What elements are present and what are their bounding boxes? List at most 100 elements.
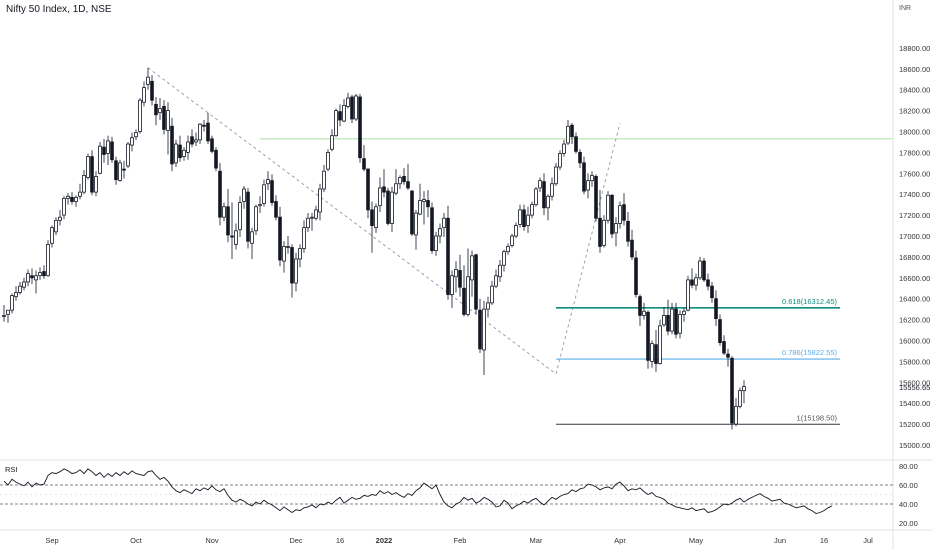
candle-body (646, 311, 650, 361)
candle-body (582, 162, 586, 192)
candle-body (654, 344, 658, 364)
candle-body (190, 136, 194, 145)
candle-body (306, 217, 310, 229)
candle-body (38, 272, 42, 277)
trend-line (147, 67, 557, 375)
candle-body (22, 281, 26, 288)
candle-body (554, 166, 558, 185)
candle-body (694, 277, 698, 286)
candle-body (2, 315, 6, 317)
price-tick-label: 18200.00 (899, 107, 930, 116)
candle-body (14, 292, 18, 298)
candle-body (578, 151, 582, 164)
candle-body (666, 315, 670, 332)
candle-body (182, 149, 186, 157)
candle-body (506, 246, 510, 253)
price-tick-label: 17600.00 (899, 169, 930, 178)
candle-body (606, 194, 610, 221)
candle-body (670, 308, 674, 332)
candle-body (106, 140, 110, 154)
price-tick-label: 17000.00 (899, 232, 930, 241)
candle-body (698, 260, 702, 279)
price-tick-label: 16400.00 (899, 295, 930, 304)
candle-body (378, 187, 382, 207)
candle-body (218, 170, 222, 218)
candle-body (62, 197, 66, 216)
fib-level-label: 0.786(15822.55) (782, 348, 838, 357)
candle-body (166, 110, 170, 131)
candle-body (150, 80, 154, 101)
candle-body (374, 206, 378, 229)
candle-body (142, 87, 146, 103)
time-tick-label: 16 (820, 536, 828, 545)
candle-body (258, 204, 262, 207)
candle-body (470, 255, 474, 281)
time-tick-label: Mar (530, 536, 543, 545)
price-tick-label: 15400.00 (899, 399, 930, 408)
candle-body (686, 279, 690, 311)
candle-body (298, 248, 302, 260)
candle-body (46, 243, 50, 277)
candle-body (426, 200, 430, 208)
candle-body (114, 160, 118, 180)
candle-body (282, 246, 286, 262)
candle-body (266, 179, 270, 185)
price-tick-label: 18400.00 (899, 86, 930, 95)
candle-body (254, 206, 258, 232)
candle-body (318, 188, 322, 213)
rsi-tick-label: 20.00 (899, 519, 918, 528)
candle-body (78, 191, 82, 197)
candle-body (202, 124, 206, 127)
candle-body (474, 254, 478, 310)
candle-body (138, 99, 142, 132)
candle-body (514, 225, 518, 237)
candle-body (510, 235, 514, 246)
candle-body (354, 95, 358, 120)
price-tick-label: 18000.00 (899, 128, 930, 137)
candle-body (566, 125, 570, 144)
candle-body (286, 246, 290, 248)
candle-body (358, 96, 362, 159)
candle-body (678, 313, 682, 334)
price-tick-label: 17200.00 (899, 211, 930, 220)
candle-body (614, 223, 618, 234)
candle-body (478, 309, 482, 350)
candle-body (546, 195, 550, 209)
candle-body (410, 190, 414, 235)
candle-body (542, 181, 546, 209)
candle-body (402, 176, 406, 183)
candle-body (90, 156, 94, 193)
candle-body (118, 162, 122, 182)
candle-body (210, 138, 214, 152)
candle-body (570, 124, 574, 138)
price-tick-label: 15000.00 (899, 441, 930, 450)
time-tick-label: Apr (614, 536, 626, 545)
candle-body (590, 174, 594, 182)
candle-body (422, 199, 426, 202)
candle-body (526, 214, 530, 226)
candle-body (226, 206, 230, 236)
price-tick-label: 16600.00 (899, 274, 930, 283)
candle-body (562, 143, 566, 154)
candle-body (294, 258, 298, 284)
candle-body (538, 180, 542, 189)
rsi-tick-label: 60.00 (899, 481, 918, 490)
candle-body (558, 153, 562, 168)
candle-body (102, 146, 106, 155)
candle-body (722, 341, 726, 354)
candle-body (146, 76, 150, 85)
candle-body (42, 271, 46, 277)
candle-body (278, 216, 282, 261)
candle-body (110, 141, 114, 161)
candle-body (634, 257, 638, 295)
candle-body (310, 216, 314, 219)
candle-body (602, 219, 606, 246)
candle-body (730, 357, 734, 424)
candle-body (414, 212, 418, 236)
price-tick-label: 17400.00 (899, 190, 930, 199)
candle-body (598, 217, 602, 247)
candle-body (274, 201, 278, 218)
candle-body (486, 302, 490, 310)
candle-body (342, 104, 346, 122)
